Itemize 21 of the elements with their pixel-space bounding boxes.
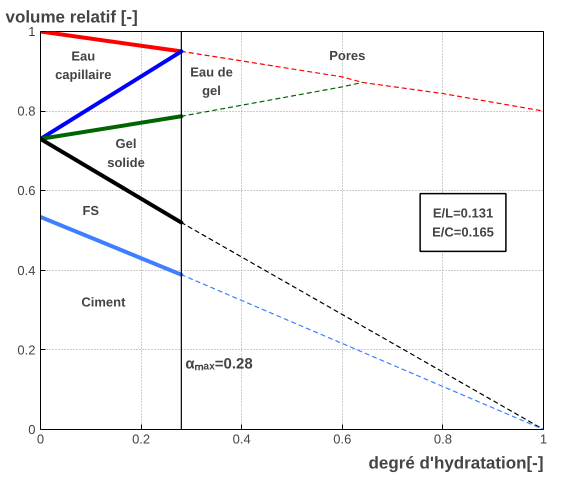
- y-tick-label: 0.8: [17, 104, 36, 119]
- y-tick-label: 0.6: [17, 183, 36, 198]
- annotation: E/L=0.131 E/C=0.165: [432, 206, 494, 240]
- annotation: Pores: [329, 48, 366, 63]
- x-tick-label: 0.4: [232, 432, 251, 446]
- x-axis-title: degré d'hydratation[-]: [368, 454, 544, 472]
- x-tick-label: 0.6: [333, 432, 352, 446]
- y-axis-title: volume relatif [-]: [6, 8, 138, 26]
- annotation: FS: [82, 203, 100, 218]
- annotation: Eau de gel: [190, 64, 233, 98]
- y-tick-label: 1: [28, 24, 36, 39]
- annotation: Ciment: [81, 294, 126, 310]
- y-tick-label: 0.2: [17, 342, 36, 358]
- ref-line-label: αₘₐₓ=0.28: [185, 355, 253, 372]
- annotation: Eau capillaire: [55, 48, 112, 82]
- x-tick-label: 0.2: [132, 432, 150, 446]
- y-tick-label: 0.4: [17, 262, 36, 278]
- annotation: Gel solide: [107, 136, 145, 170]
- x-tick-label: 1: [540, 432, 548, 446]
- x-tick-label: 0.8: [434, 432, 452, 446]
- y-tick-label: 0: [28, 422, 36, 437]
